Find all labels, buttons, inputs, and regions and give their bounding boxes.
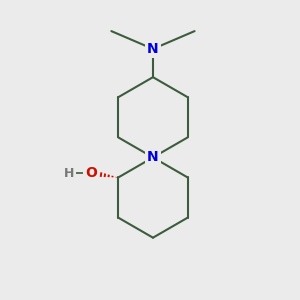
Text: O: O xyxy=(85,166,98,180)
Text: N: N xyxy=(147,42,159,56)
Text: N: N xyxy=(147,150,159,164)
Text: H: H xyxy=(64,167,74,179)
